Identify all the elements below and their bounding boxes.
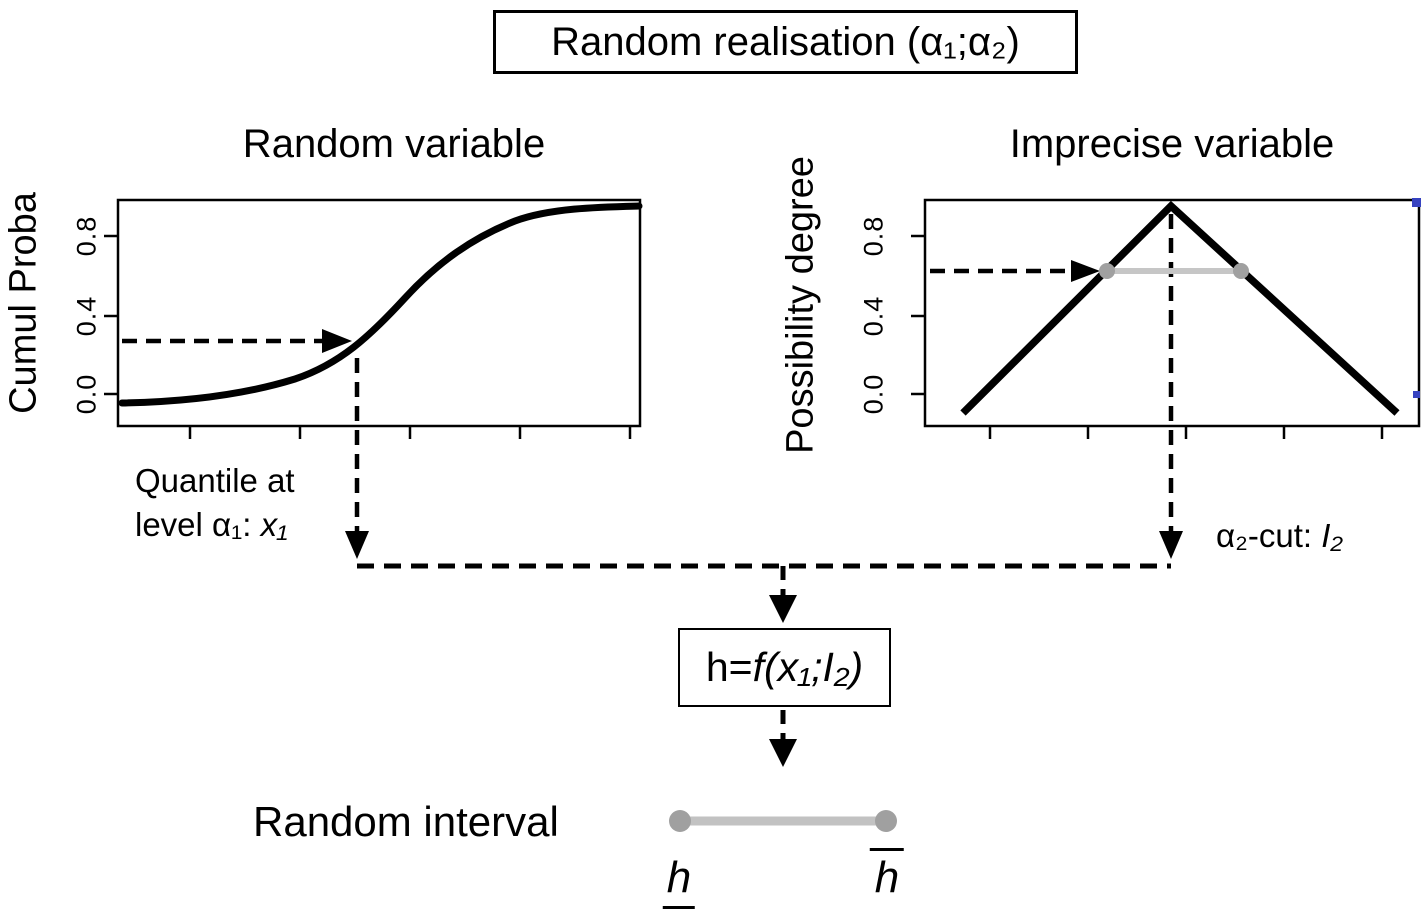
function-box: h=f(x₁;I₂) <box>678 628 891 707</box>
cdf-curve <box>118 202 643 407</box>
left-drop-arrowhead <box>345 531 369 559</box>
alpha2-arrowhead <box>1071 260 1100 282</box>
quantile-variable: x₁ <box>260 505 288 543</box>
left-plot-ylabel: Cumul Proba <box>2 192 45 414</box>
quantile-label-line2: level α₁: x₁ <box>135 503 295 547</box>
right-plot-title: Imprecise variable <box>1009 122 1335 166</box>
blue-artifact-bottom <box>1413 391 1420 398</box>
right-plot-x-ticks <box>988 426 1384 439</box>
right-ytick-0.0: 0.0 <box>858 373 889 415</box>
alpha-cut-left-dot <box>1099 263 1115 279</box>
title-box: Random realisation (α₁;α₂) <box>493 10 1078 74</box>
center-arrowhead <box>769 595 797 623</box>
connectors <box>345 358 1171 767</box>
interval-left-dot <box>669 810 691 832</box>
left-plot-x-ticks <box>188 426 632 439</box>
h-upper-label: h <box>869 848 905 903</box>
left-plot-y-ticks <box>104 234 118 396</box>
right-ytick-0.8: 0.8 <box>858 215 889 257</box>
left-plot-title: Random variable <box>242 122 546 166</box>
interval-right-dot <box>875 810 897 832</box>
function-text: h=f(x₁;I₂) <box>706 644 863 691</box>
h-lower-label: h <box>662 853 696 909</box>
alpha-cut-variable: I₂ <box>1321 517 1344 554</box>
left-ytick-0.8: 0.8 <box>71 215 102 257</box>
h-upper-text: h <box>869 848 905 903</box>
alpha-cut-prefix: α₂-cut: <box>1216 517 1322 554</box>
h-lower-text: h <box>662 853 696 909</box>
possibility-triangle <box>960 200 1400 416</box>
random-interval-graphic <box>669 810 897 832</box>
right-plot <box>911 198 1421 559</box>
right-plot-y-ticks <box>911 234 925 396</box>
quantile-label: Quantile at level α₁: x₁ <box>135 459 295 546</box>
alpha-cut-label: α₂-cut: I₂ <box>1216 517 1343 555</box>
right-plot-ylabel: Possibility degree <box>779 156 822 454</box>
alpha-cut-right-dot <box>1233 263 1249 279</box>
function-output-arrowhead <box>769 739 797 767</box>
left-ytick-0.0: 0.0 <box>71 373 102 415</box>
random-interval-label: Random interval <box>253 798 559 845</box>
function-expression: f(x₁;I₂) <box>752 644 864 690</box>
left-plot <box>104 198 643 439</box>
quantile-prefix: level α₁: <box>135 505 261 543</box>
page-title: Random realisation (α₁;α₂) <box>551 19 1020 64</box>
left-plot-frame <box>116 198 642 428</box>
blue-artifact-top <box>1412 198 1421 207</box>
alpha1-arrowhead <box>322 329 352 353</box>
left-ytick-0.4: 0.4 <box>71 295 102 337</box>
right-drop-arrowhead <box>1159 531 1183 559</box>
quantile-label-line1: Quantile at <box>135 462 295 499</box>
function-prefix: h= <box>705 644 753 690</box>
right-ytick-0.4: 0.4 <box>858 295 889 337</box>
right-plot-frame <box>923 198 1421 428</box>
